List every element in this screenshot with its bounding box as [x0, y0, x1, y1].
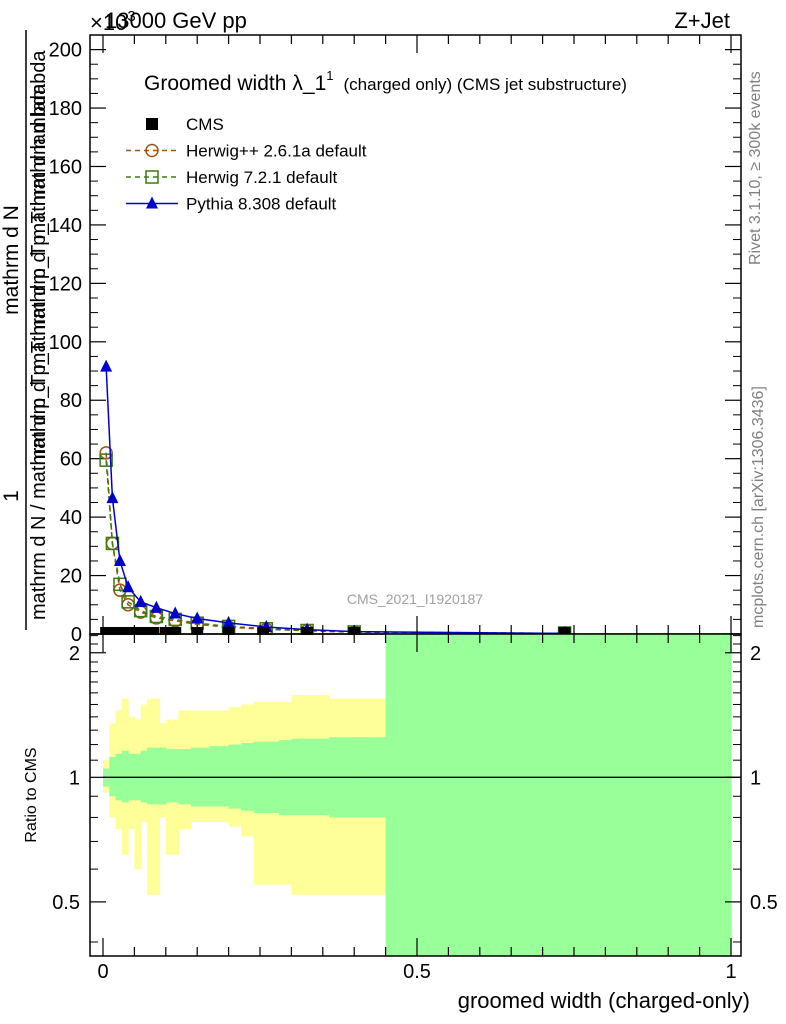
title-main: Groomed width — [144, 72, 286, 95]
data-point — [222, 615, 235, 628]
plot-title: Groomed width λ_11 (charged only) (CMS jet… — [144, 68, 627, 95]
data-point — [169, 606, 182, 619]
y-tick-label: 120 — [49, 273, 82, 295]
data-point — [100, 359, 113, 372]
data-point — [558, 627, 571, 635]
legend-label: Pythia 8.308 default — [186, 195, 337, 214]
data-point — [106, 491, 119, 504]
ratio-bands — [103, 634, 732, 956]
ylabel-line1: mathrm d N — [0, 205, 23, 315]
y-tick-label: 40 — [60, 507, 82, 529]
main-axes: 0 20 40 60 80 100 120 140 160 180 200 — [49, 34, 741, 646]
legend-label: Herwig++ 2.6.1a default — [186, 142, 367, 161]
title-suffix: (charged only) (CMS jet substructure) — [344, 75, 627, 94]
legend-label: Herwig 7.2.1 default — [186, 168, 337, 187]
data-point — [125, 627, 138, 635]
data-point — [99, 453, 113, 467]
analysis-watermark: CMS_2021_I1920187 — [347, 591, 483, 607]
legend-label: CMS — [186, 115, 224, 134]
legend-marker — [146, 196, 158, 209]
x-tick-label: 0 — [97, 961, 108, 983]
legend-marker — [145, 170, 159, 184]
data-point — [134, 594, 147, 607]
y-tick-label: 60 — [60, 449, 82, 471]
ylabel-numerator: 1 — [0, 490, 23, 502]
ratio-tick-label: 1 — [69, 767, 80, 789]
ratio-axes: 0.5 0.5 1 1 2 2 — [52, 635, 778, 943]
legend-item: Pythia 8.308 default — [126, 195, 337, 214]
legend-marker — [146, 118, 158, 130]
data-point — [301, 627, 314, 635]
band-segment — [165, 749, 179, 803]
data-point — [122, 580, 135, 593]
x-axis-label: groomed width (charged-only) — [458, 988, 750, 1013]
band-segment — [121, 750, 129, 803]
y-tick-label: 80 — [60, 390, 82, 412]
data-point — [113, 553, 126, 566]
data-point — [257, 627, 270, 635]
main-series — [99, 359, 572, 635]
ratio-ylabel: Ratio to CMS — [23, 747, 40, 842]
ylabel-denominator: mathrm d N / mathrm d p_T mathrm d p_T m… — [28, 83, 50, 620]
series-3 — [100, 359, 570, 635]
legend: CMS Herwig++ 2.6.1a default Herwig 7.2.1 d… — [126, 115, 367, 214]
band-segment — [159, 747, 167, 805]
band-stat — [103, 634, 732, 956]
x-tick-label: 1 — [725, 961, 736, 983]
band-segment — [146, 747, 161, 805]
data-point — [100, 627, 113, 635]
title-lambda: λ_1 — [292, 72, 326, 95]
ratio-frame — [89, 633, 742, 957]
y-tick-label: 160 — [49, 156, 82, 178]
series-line — [105, 452, 565, 635]
ratio-tick-label: 2 — [69, 643, 80, 665]
data-point — [113, 577, 127, 592]
series-line — [105, 366, 565, 635]
legend-marker — [145, 143, 159, 158]
ratio-tick-label-right: 1 — [750, 767, 761, 789]
band-segment — [385, 634, 732, 956]
y-tick-label: 140 — [49, 215, 82, 237]
data-point — [106, 627, 119, 635]
data-point — [150, 600, 163, 613]
data-point — [121, 595, 135, 609]
legend-item: Herwig 7.2.1 default — [126, 168, 337, 187]
y-tick-label: 20 — [60, 566, 82, 588]
header-right: Z+Jet — [674, 8, 730, 33]
data-point — [137, 627, 150, 635]
ylabel-line2: mathrm d p_T mathrm d p_T mathrm d lambd… — [28, 50, 50, 466]
band-segment — [140, 750, 148, 803]
data-point — [112, 627, 125, 635]
y-axis-label-main: 1 mathrm d N / mathrm d p_T mathrm d p_T… — [0, 30, 50, 630]
y-tick-label: 200 — [49, 40, 82, 62]
series-2 — [99, 453, 572, 635]
ratio-tick-label-right: 0.5 — [750, 892, 778, 914]
y-tick-label: 180 — [49, 98, 82, 120]
data-point — [147, 627, 160, 635]
data-point — [131, 627, 144, 635]
rivet-label: Rivet 3.1.10, ≥ 300k events — [747, 71, 764, 265]
x-axis: 0 0.5 1 — [97, 35, 737, 983]
header-left: 13000 GeV pp — [105, 8, 247, 33]
band-segment — [228, 744, 242, 809]
data-point — [99, 446, 113, 460]
x-tick-label: 0.5 — [403, 961, 431, 983]
legend-item: Herwig++ 2.6.1a default — [126, 142, 367, 161]
band-segment — [109, 756, 117, 797]
title-sup: 1 — [326, 68, 333, 83]
y-tick-label: 0 — [71, 624, 82, 646]
data-point — [118, 627, 131, 635]
data-point — [191, 611, 204, 624]
multiplier-label: ×103 — [90, 8, 136, 35]
y-tick-label: 100 — [49, 332, 82, 354]
ratio-tick-label: 0.5 — [52, 892, 80, 914]
mcplots-label: mcplots.cern.ch [arXiv:1306.3436] — [750, 386, 767, 628]
series-1 — [99, 446, 572, 635]
data-point — [169, 627, 182, 635]
legend-item: CMS — [146, 115, 224, 134]
ratio-tick-label-right: 2 — [750, 643, 761, 665]
band-segment — [209, 746, 230, 807]
